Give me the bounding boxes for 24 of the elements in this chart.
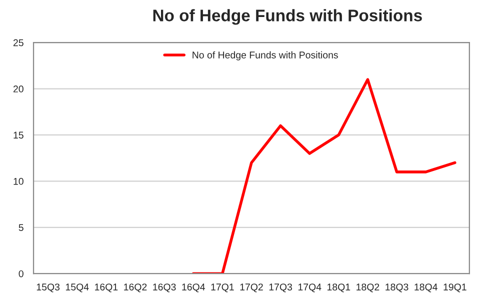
x-tick-label: 15Q3 — [36, 284, 60, 292]
y-tick-label: 25 — [13, 39, 24, 46]
x-tick-label: 16Q1 — [95, 284, 118, 292]
x-tick-label: 18Q4 — [414, 284, 438, 292]
y-tick-label: 5 — [18, 224, 24, 232]
y-tick-label: 15 — [14, 132, 24, 139]
x-tick-label: 16Q2 — [124, 284, 147, 292]
legend-label: No of Hedge Funds with Positions — [192, 51, 338, 60]
y-tick-label: 20 — [13, 86, 24, 92]
x-tick-label: 16Q4 — [182, 284, 205, 292]
x-tick-label: 17Q2 — [240, 284, 263, 292]
line-series — [192, 78, 456, 274]
x-tick-label: 17Q3 — [269, 284, 292, 292]
x-tick-label: 15Q4 — [66, 284, 89, 292]
x-tick-label: 16Q3 — [153, 284, 176, 292]
x-tick-label: 18Q2 — [356, 284, 380, 292]
y-tick-label: 10 — [14, 178, 24, 185]
x-tick-label: 18Q1 — [328, 284, 350, 292]
chart-title: No of Hedge Funds with Positions — [153, 9, 422, 25]
x-tick-label: 17Q4 — [298, 284, 322, 292]
y-tick-label: 0 — [18, 270, 24, 278]
x-tick-label: 18Q3 — [386, 284, 408, 292]
x-tick-label: 19Q1 — [444, 284, 466, 292]
x-tick-label: 17Q1 — [211, 284, 234, 292]
